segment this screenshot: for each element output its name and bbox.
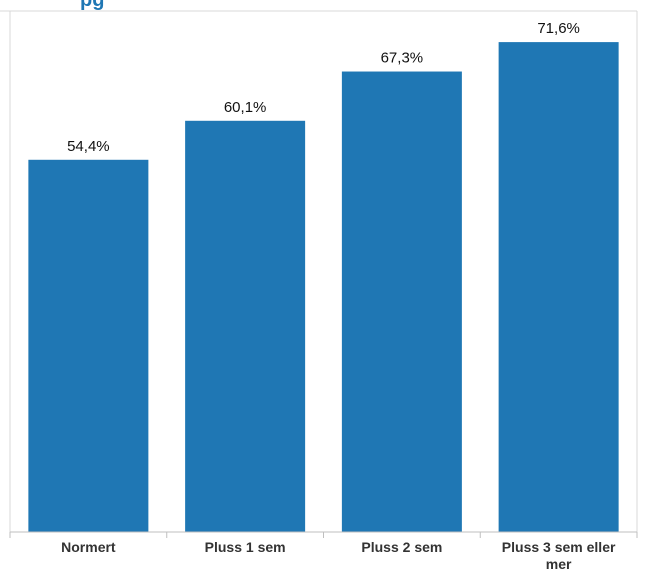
category-label: Pluss 1 sem bbox=[205, 539, 286, 555]
category-label: Pluss 2 sem bbox=[361, 539, 442, 555]
value-labels-group: 54,4% 60,1% 67,3% 71,6% bbox=[67, 20, 580, 155]
bar bbox=[185, 120, 306, 532]
data-label: 60,1% bbox=[224, 99, 267, 116]
bar bbox=[341, 71, 462, 533]
bars-group bbox=[28, 42, 619, 533]
data-label: 54,4% bbox=[67, 138, 110, 155]
data-label: 67,3% bbox=[381, 50, 424, 67]
bar bbox=[28, 159, 149, 532]
x-ticks-group bbox=[9, 532, 638, 538]
category-labels-group: Normert Pluss 1 sem Pluss 2 sem Pluss 3 sem… bbox=[61, 539, 616, 572]
bar bbox=[498, 42, 619, 533]
category-label: mer bbox=[546, 556, 572, 572]
data-label: 71,6% bbox=[537, 20, 580, 37]
chart-title-fragment: pg bbox=[80, 0, 104, 11]
category-label: Pluss 3 sem eller bbox=[502, 539, 616, 555]
category-label: Normert bbox=[61, 539, 116, 555]
